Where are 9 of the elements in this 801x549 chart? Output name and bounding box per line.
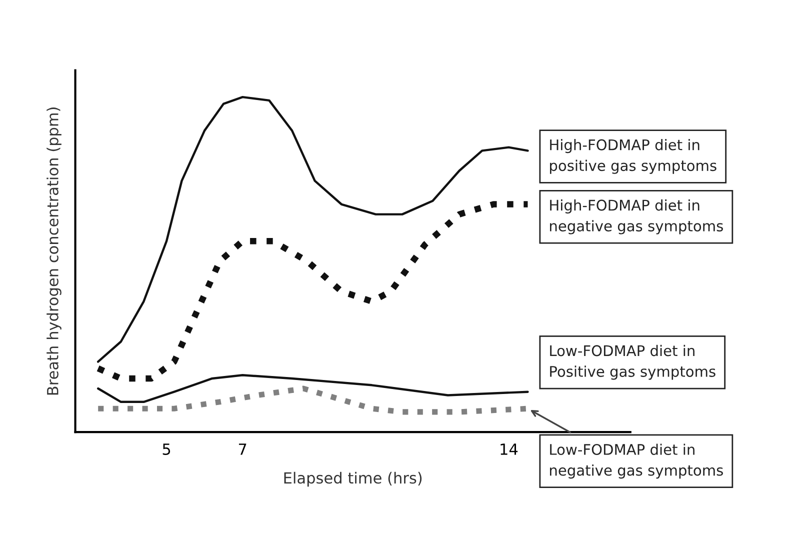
- x-tick-label: 5: [162, 444, 170, 455]
- x-tick-label: 7: [238, 444, 246, 455]
- annotation: Low-FODMAP diet in Positive gas symptoms: [550, 344, 716, 380]
- annotation: High-FODMAP diet in positive gas symptoms: [550, 139, 716, 174]
- annotation: Low-FODMAP diet in negative gas symptoms: [550, 444, 723, 479]
- x-axis-title: Elapsed time (hrs): [284, 472, 422, 487]
- y-axis-title: Breath hydrogen concentration (ppm): [46, 108, 62, 395]
- annotation: High-FODMAP diet in negative gas symptoms: [550, 199, 723, 234]
- x-tick-label: 14: [500, 444, 518, 455]
